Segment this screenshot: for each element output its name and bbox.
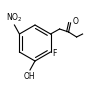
Text: OH: OH: [23, 72, 35, 81]
Text: NO$_2$: NO$_2$: [6, 11, 22, 23]
Text: O: O: [73, 17, 79, 26]
Text: F: F: [52, 49, 56, 58]
